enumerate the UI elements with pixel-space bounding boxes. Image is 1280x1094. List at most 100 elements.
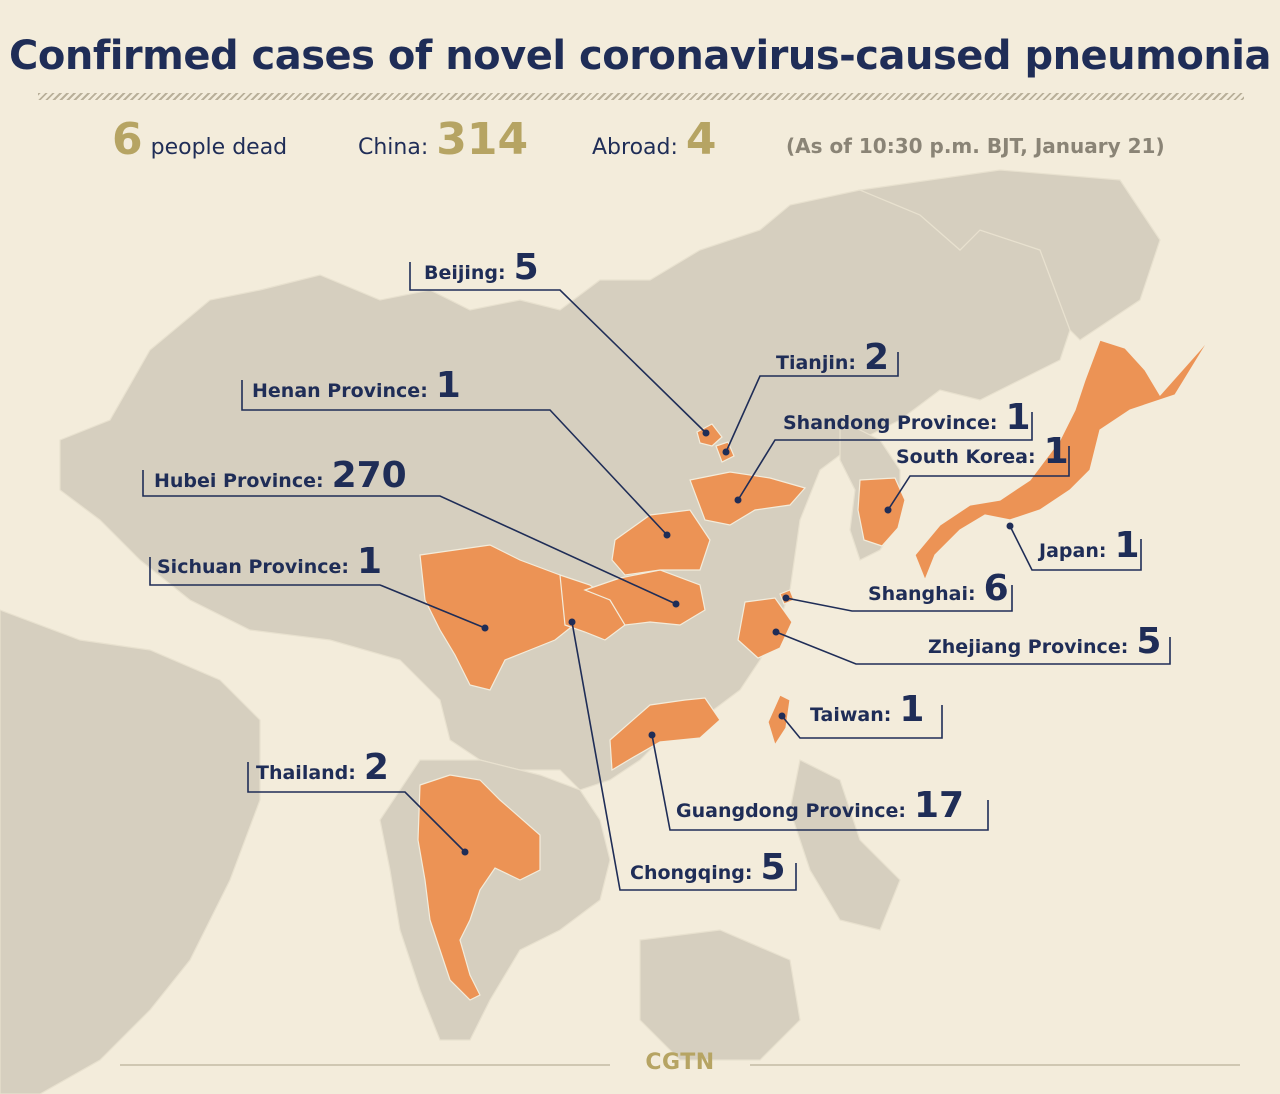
label-beijing-value: 5	[513, 247, 539, 288]
leader-sichuan	[149, 557, 486, 629]
china-label: China:	[358, 135, 429, 160]
region-zhejiang	[737, 597, 793, 659]
leader-tianjin	[725, 352, 899, 453]
label-hubei-value: 270	[331, 455, 407, 496]
leader-south-korea	[887, 446, 1070, 511]
label-henan: Henan Province: 1	[252, 368, 461, 404]
label-zhejiang-value: 5	[1136, 621, 1162, 662]
leader-thailand	[247, 762, 466, 853]
label-beijing-name: Beijing:	[424, 262, 506, 284]
marker-tianjin	[722, 448, 730, 456]
land-china	[59, 189, 1071, 791]
label-taiwan-name: Taiwan:	[810, 704, 892, 726]
leader-chongqing	[571, 621, 797, 891]
label-taiwan-value: 1	[899, 689, 925, 730]
leader-beijing	[409, 262, 707, 434]
region-hubei	[583, 569, 706, 626]
leader-japan	[1009, 525, 1142, 571]
stats-bar: 6 people dead China: 314 Abroad: 4	[0, 118, 1280, 174]
marker-beijing	[702, 429, 710, 437]
label-shanghai-value: 6	[983, 568, 1009, 609]
highlighted-regions	[417, 337, 1211, 1001]
label-thailand: Thailand: 2	[256, 750, 389, 786]
page-title: Confirmed cases of novel coronavirus-cau…	[9, 33, 1272, 79]
as-of-timestamp: (As of 10:30 p.m. BJT, January 21)	[786, 134, 1165, 158]
marker-thailand	[461, 848, 469, 856]
leader-lines	[142, 262, 1171, 891]
leader-henan	[241, 380, 668, 536]
land-india	[0, 609, 261, 1094]
label-henan-name: Henan Province:	[252, 380, 428, 402]
abroad-label: Abroad:	[592, 135, 678, 160]
deaths-label: people dead	[150, 135, 288, 160]
label-hubei-name: Hubei Province:	[154, 470, 324, 492]
land-borneo	[639, 929, 801, 1061]
footer-divider-left	[120, 1064, 610, 1066]
region-markers	[461, 429, 1014, 856]
leader-guangdong	[651, 734, 989, 831]
label-shandong-value: 1	[1005, 397, 1031, 438]
footer-divider-right	[750, 1064, 1240, 1066]
label-shandong-name: Shandong Province:	[783, 412, 998, 434]
deaths-stat: 6 people dead	[112, 118, 287, 162]
deaths-value: 6	[112, 114, 143, 165]
label-sichuan: Sichuan Province: 1	[157, 544, 382, 580]
region-japan	[914, 337, 1211, 582]
region-south-korea	[857, 477, 906, 547]
marker-chongqing	[568, 618, 576, 626]
label-shanghai-name: Shanghai:	[868, 583, 976, 605]
label-tianjin-name: Tianjin:	[776, 352, 856, 374]
label-south-korea-value: 1	[1043, 431, 1069, 472]
label-sichuan-value: 1	[357, 541, 383, 582]
label-chongqing-value: 5	[760, 847, 786, 888]
label-south-korea-name: South Korea:	[896, 446, 1036, 468]
abroad-value: 4	[685, 114, 717, 165]
region-shandong	[689, 471, 807, 526]
label-beijing: Beijing: 5	[424, 250, 539, 286]
land-philippines	[789, 759, 901, 931]
label-south-korea: South Korea: 1	[896, 434, 1069, 470]
leader-hubei	[142, 470, 677, 605]
marker-hubei	[672, 600, 680, 608]
marker-japan	[1006, 522, 1014, 530]
label-sichuan-name: Sichuan Province:	[157, 556, 349, 578]
label-zhejiang: Zhejiang Province: 5	[928, 624, 1161, 660]
leader-taiwan	[781, 705, 943, 739]
region-guangdong	[609, 697, 721, 772]
label-tianjin-value: 2	[863, 337, 890, 378]
china-value: 314	[436, 114, 529, 165]
label-henan-value: 1	[435, 365, 461, 406]
region-taiwan	[767, 694, 791, 747]
label-zhejiang-name: Zhejiang Province:	[928, 636, 1129, 658]
region-thailand	[417, 774, 541, 1001]
region-henan	[611, 509, 711, 576]
label-japan-value: 1	[1114, 525, 1140, 566]
abroad-stat: Abroad: 4	[592, 118, 717, 162]
label-hubei: Hubei Province: 270	[154, 458, 407, 494]
label-guangdong-name: Guangdong Province:	[676, 800, 906, 822]
marker-henan	[663, 531, 671, 539]
label-thailand-name: Thailand:	[256, 762, 356, 784]
label-taiwan: Taiwan: 1	[810, 692, 924, 728]
marker-shanghai	[782, 594, 790, 602]
leader-shanghai	[785, 585, 1013, 612]
marker-taiwan	[778, 712, 786, 720]
marker-south-korea	[884, 506, 892, 514]
label-chongqing-name: Chongqing:	[630, 862, 753, 884]
label-guangdong: Guangdong Province: 17	[676, 788, 964, 824]
marker-guangdong	[648, 731, 656, 739]
marker-sichuan	[481, 624, 489, 632]
label-guangdong-value: 17	[914, 785, 965, 826]
label-shanghai: Shanghai: 6	[868, 571, 1009, 607]
title-divider	[38, 93, 1244, 100]
label-shandong: Shandong Province: 1	[783, 400, 1031, 436]
label-japan: Japan: 1	[1039, 528, 1140, 564]
brand-logo: CGTN	[645, 1050, 715, 1075]
marker-shandong	[734, 496, 742, 504]
label-japan-name: Japan:	[1039, 540, 1107, 562]
label-chongqing: Chongqing: 5	[630, 850, 786, 886]
china-stat: China: 314	[358, 118, 528, 162]
region-sichuan	[419, 544, 586, 691]
leader-shandong	[737, 412, 1033, 501]
